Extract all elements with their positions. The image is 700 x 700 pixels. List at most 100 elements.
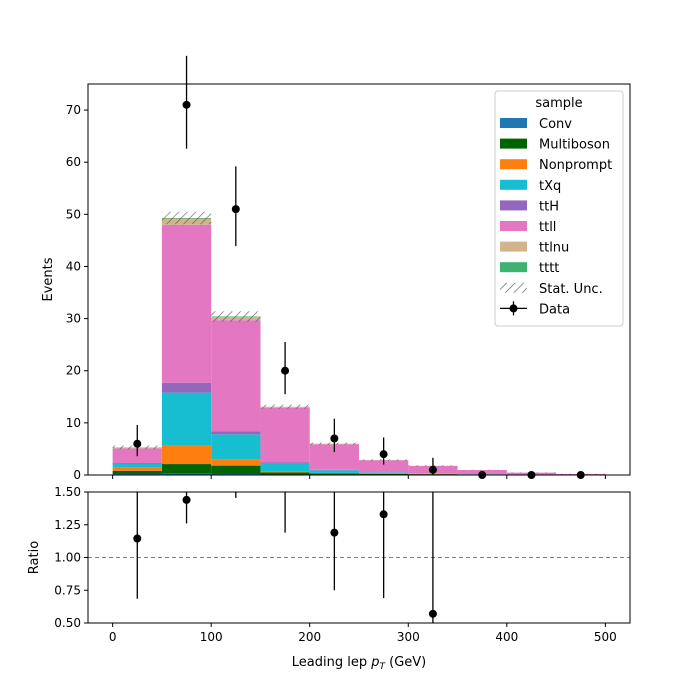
y-tick-label-2: 20 xyxy=(66,364,81,378)
bar-txq-bin-1 xyxy=(161,392,212,446)
bar-tth-bin-4 xyxy=(309,469,359,471)
legend-swatch-stat-unc xyxy=(500,282,527,293)
data-point-0 xyxy=(133,439,142,448)
y-tick-label-1: 10 xyxy=(66,416,81,430)
ratio-point-4 xyxy=(428,609,437,618)
x-tick-label-5: 500 xyxy=(594,630,617,644)
legend-swatch-data-marker xyxy=(509,304,518,313)
legend-label-data: Data xyxy=(539,302,570,317)
bar-multiboson-bin-0 xyxy=(112,470,162,474)
ratio-y-tick-label-4: 1.50 xyxy=(54,485,81,499)
legend-label-multiboson: Multiboson xyxy=(539,138,610,153)
bar-tth-bin-2 xyxy=(211,431,261,435)
y-tick-label-4: 40 xyxy=(66,259,81,273)
x-tick-label-2: 200 xyxy=(298,630,321,644)
bar-txq-bin-0 xyxy=(112,463,162,468)
legend-swatch-ttll xyxy=(500,221,527,231)
legend-label-tttt: tttt xyxy=(539,261,559,276)
ratio-point-1 xyxy=(182,495,191,504)
ratio-panel: 0.50 0.75 1.00 1.25 1.50 0 100 200 300 400 500 Ra… xyxy=(27,485,631,644)
bar-txq-bin-5 xyxy=(359,472,409,474)
y-tick-label-0: 0 xyxy=(73,468,81,482)
ratio-y-tick-label-0: 0.50 xyxy=(54,616,81,630)
data-point-4 xyxy=(330,434,339,443)
bar-multiboson-bin-5 xyxy=(359,473,409,475)
ratio-y-ticks: 0.50 0.75 1.00 1.25 1.50 xyxy=(54,485,88,630)
data-point-1 xyxy=(182,100,191,109)
stat-unc-bin-7 xyxy=(457,469,507,471)
legend-label-ttll: ttll xyxy=(539,220,556,235)
ratio-point-0 xyxy=(133,534,142,543)
x-axis-label-unit: (GeV) xyxy=(389,655,426,670)
legend-title: sample xyxy=(535,96,582,111)
legend-swatch-multiboson xyxy=(500,138,527,149)
bar-txq-bin-3 xyxy=(260,463,310,472)
bar-nonprompt-bin-1 xyxy=(161,445,212,465)
bar-nonprompt-bin-3 xyxy=(260,471,310,473)
bar-multiboson-bin-1 xyxy=(161,464,212,474)
data-point-6 xyxy=(428,465,437,474)
bar-tth-bin-1 xyxy=(161,382,212,393)
legend-swatch-ttlnu xyxy=(500,241,527,252)
bar-nonprompt-bin-0 xyxy=(112,467,162,471)
x-axis-label-symbol: p xyxy=(370,655,379,670)
stacked-histogram xyxy=(112,217,606,475)
legend-label-tth: ttH xyxy=(539,199,559,214)
data-point-2 xyxy=(231,205,240,214)
main-panel: 0 10 20 30 40 50 60 70 Events xyxy=(41,55,631,482)
stat-unc-bin-2 xyxy=(211,311,261,322)
y-tick-label-5: 50 xyxy=(66,207,81,221)
bar-nonprompt-bin-2 xyxy=(211,459,261,466)
legend-label-txq: tXq xyxy=(539,179,561,194)
legend-items: Conv Multiboson Nonprompt tXq ttH ttll ttlnu tt… xyxy=(500,117,612,317)
ratio-x-ticks: 0 100 200 300 400 500 xyxy=(109,623,617,644)
legend-label-nonprompt: Nonprompt xyxy=(539,158,612,173)
stat-unc-bin-1 xyxy=(161,211,212,225)
ratio-y-tick-label-3: 1.25 xyxy=(54,518,81,532)
bar-conv-bin-0 xyxy=(112,473,162,475)
ratio-y-tick-label-2: 1.00 xyxy=(54,551,81,565)
main-x-ticks xyxy=(112,475,606,479)
data-point-3 xyxy=(281,366,290,375)
bar-ttll-bin-2 xyxy=(211,320,261,432)
bar-nonprompt-bin-4 xyxy=(309,472,359,474)
main-axes-frame xyxy=(87,83,631,476)
stat-unc-bin-3 xyxy=(260,404,310,409)
legend-swatch-tttt xyxy=(500,262,527,273)
legend-label-stat-unc: Stat. Unc. xyxy=(539,282,603,297)
legend-label-ttlnu: ttlnu xyxy=(539,241,569,256)
ratio-point-2 xyxy=(330,528,339,537)
y-tick-label-6: 60 xyxy=(66,155,81,169)
legend-swatch-tth xyxy=(500,200,527,211)
bar-txq-bin-4 xyxy=(309,470,359,473)
legend-swatch-txq xyxy=(500,179,527,190)
x-tick-label-3: 300 xyxy=(397,630,420,644)
legend-swatch-conv xyxy=(500,118,527,128)
ratio-points xyxy=(133,492,437,623)
data-point-5 xyxy=(379,450,388,459)
bar-conv-bin-2 xyxy=(211,473,261,475)
ratio-y-tick-label-1: 0.75 xyxy=(54,583,81,597)
bar-conv-bin-1 xyxy=(161,473,212,475)
x-axis-label-subscript: T xyxy=(379,662,386,672)
legend-label-conv: Conv xyxy=(539,117,572,132)
x-axis-label-text: Leading lep xyxy=(292,655,367,670)
main-y-ticks: 0 10 20 30 40 50 60 70 xyxy=(66,103,88,482)
x-tick-label-4: 400 xyxy=(495,630,518,644)
x-tick-label-0: 0 xyxy=(109,630,117,644)
bar-tth-bin-0 xyxy=(112,463,162,464)
x-axis-label: Leading lep pT (GeV) xyxy=(292,655,426,673)
bar-txq-bin-2 xyxy=(211,434,261,460)
ratio-point-3 xyxy=(379,510,388,519)
y-tick-label-3: 30 xyxy=(66,312,81,326)
bar-ttll-bin-1 xyxy=(161,224,212,383)
bar-ttll-bin-5 xyxy=(359,460,409,473)
legend-swatch-nonprompt xyxy=(500,159,527,170)
bar-ttll-bin-3 xyxy=(260,407,310,463)
ratio-axes-frame xyxy=(87,491,631,624)
y-axis-label: Events xyxy=(41,257,56,301)
y-tick-label-7: 70 xyxy=(66,103,81,117)
ratio-y-axis-label: Ratio xyxy=(27,541,42,574)
bar-tth-bin-3 xyxy=(260,462,310,464)
